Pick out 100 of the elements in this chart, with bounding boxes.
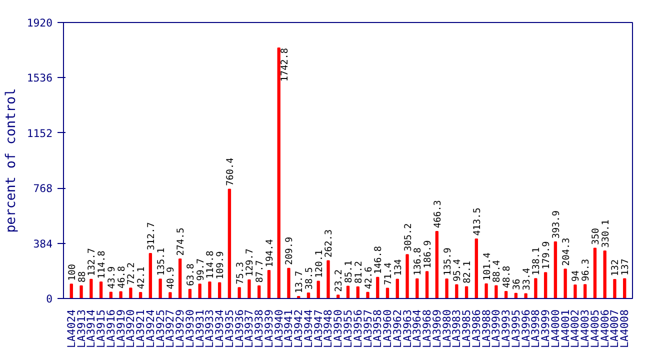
bar <box>248 279 251 298</box>
bar <box>574 284 577 298</box>
bar <box>613 279 616 298</box>
data-label: 46.8 <box>116 266 128 288</box>
bar <box>603 250 606 298</box>
bar <box>464 286 468 298</box>
bar <box>258 285 261 298</box>
data-label: 81.2 <box>353 261 364 284</box>
bar <box>70 284 73 298</box>
bar <box>494 285 498 298</box>
data-label: 42.6 <box>363 266 374 290</box>
bar <box>386 288 390 298</box>
bar <box>148 253 152 298</box>
bar <box>435 230 438 298</box>
data-label: 132.7 <box>86 248 98 276</box>
data-label: 42.1 <box>136 266 148 290</box>
bar <box>554 241 558 298</box>
data-label: 82.1 <box>462 260 474 284</box>
data-label: 274.5 <box>176 228 187 256</box>
bar <box>376 276 380 298</box>
y-axis-title: percent of control <box>4 88 19 233</box>
bar <box>336 294 340 298</box>
data-label: 194.4 <box>264 238 276 268</box>
bar <box>564 268 567 298</box>
y-tick-label: 0 <box>46 292 53 306</box>
bar <box>90 278 93 298</box>
data-label: 138.1 <box>531 247 542 276</box>
data-label: 305.2 <box>402 223 414 252</box>
data-label: 129.7 <box>244 248 256 277</box>
bar <box>158 278 162 298</box>
bar <box>406 254 409 298</box>
y-tick-label: 1536 <box>26 72 53 85</box>
bar <box>593 248 597 298</box>
bar <box>129 288 132 298</box>
data-label: 466.3 <box>432 200 444 228</box>
bar <box>544 272 548 298</box>
bar <box>306 292 310 298</box>
bar <box>228 188 232 298</box>
data-label: 262.3 <box>324 229 335 258</box>
bar <box>504 290 508 298</box>
data-label: 120.1 <box>314 250 325 278</box>
data-label: 63.8 <box>185 263 196 286</box>
bar <box>474 238 478 298</box>
bar <box>583 284 587 298</box>
data-label: 135.1 <box>156 248 167 276</box>
data-label: 393.9 <box>550 210 562 239</box>
bar <box>326 260 330 298</box>
bar <box>218 282 222 298</box>
data-label: 136.8 <box>412 247 424 276</box>
data-label: 40.9 <box>166 266 177 290</box>
data-label: 72.2 <box>126 262 138 285</box>
bar <box>623 278 626 298</box>
data-label: 43.9 <box>106 266 118 289</box>
bar <box>524 293 528 298</box>
data-label: 87.7 <box>254 260 266 283</box>
y-tick-label: 384 <box>33 237 53 250</box>
data-label: 312.7 <box>146 222 157 250</box>
data-label: 38.5 <box>304 267 315 290</box>
bar <box>445 278 448 298</box>
bar <box>80 285 83 298</box>
bar <box>346 286 350 298</box>
data-label: 101.4 <box>482 252 493 281</box>
bar <box>534 278 538 298</box>
data-label: 95.4 <box>452 258 464 282</box>
bar <box>416 278 419 298</box>
data-label: 132 <box>610 259 622 276</box>
bar <box>366 292 370 298</box>
data-label: 146.8 <box>373 246 384 274</box>
bar <box>188 288 192 298</box>
y-tick-label: 768 <box>33 182 53 196</box>
bar <box>208 281 212 298</box>
bar <box>238 287 241 298</box>
data-label: 94 <box>570 270 582 282</box>
bar <box>287 268 290 298</box>
bar <box>109 292 113 298</box>
y-tick-label: 1152 <box>26 126 53 140</box>
data-label: 99.7 <box>195 258 206 281</box>
bar <box>138 292 142 298</box>
data-label: 330.1 <box>600 220 612 248</box>
data-label: 85.1 <box>344 260 354 283</box>
bar <box>455 284 458 298</box>
data-label: 88.4 <box>492 260 503 282</box>
data-label: 96.3 <box>580 258 592 282</box>
bar <box>277 47 280 298</box>
data-label: 204.3 <box>560 238 572 266</box>
data-label: 1742.8 <box>279 48 290 82</box>
bar <box>484 283 488 298</box>
bar <box>425 271 429 298</box>
data-label: 760.4 <box>224 157 236 186</box>
bar <box>178 258 182 298</box>
y-tick-label: 1920 <box>26 16 53 30</box>
bar <box>356 286 360 298</box>
data-label: 114.8 <box>205 250 216 279</box>
bar <box>119 291 122 298</box>
bar <box>168 292 172 298</box>
data-label: 179.9 <box>541 241 552 270</box>
bar <box>316 280 320 298</box>
data-label: 88 <box>76 270 88 283</box>
data-label: 134 <box>392 258 404 276</box>
data-label: 209.9 <box>284 236 296 266</box>
